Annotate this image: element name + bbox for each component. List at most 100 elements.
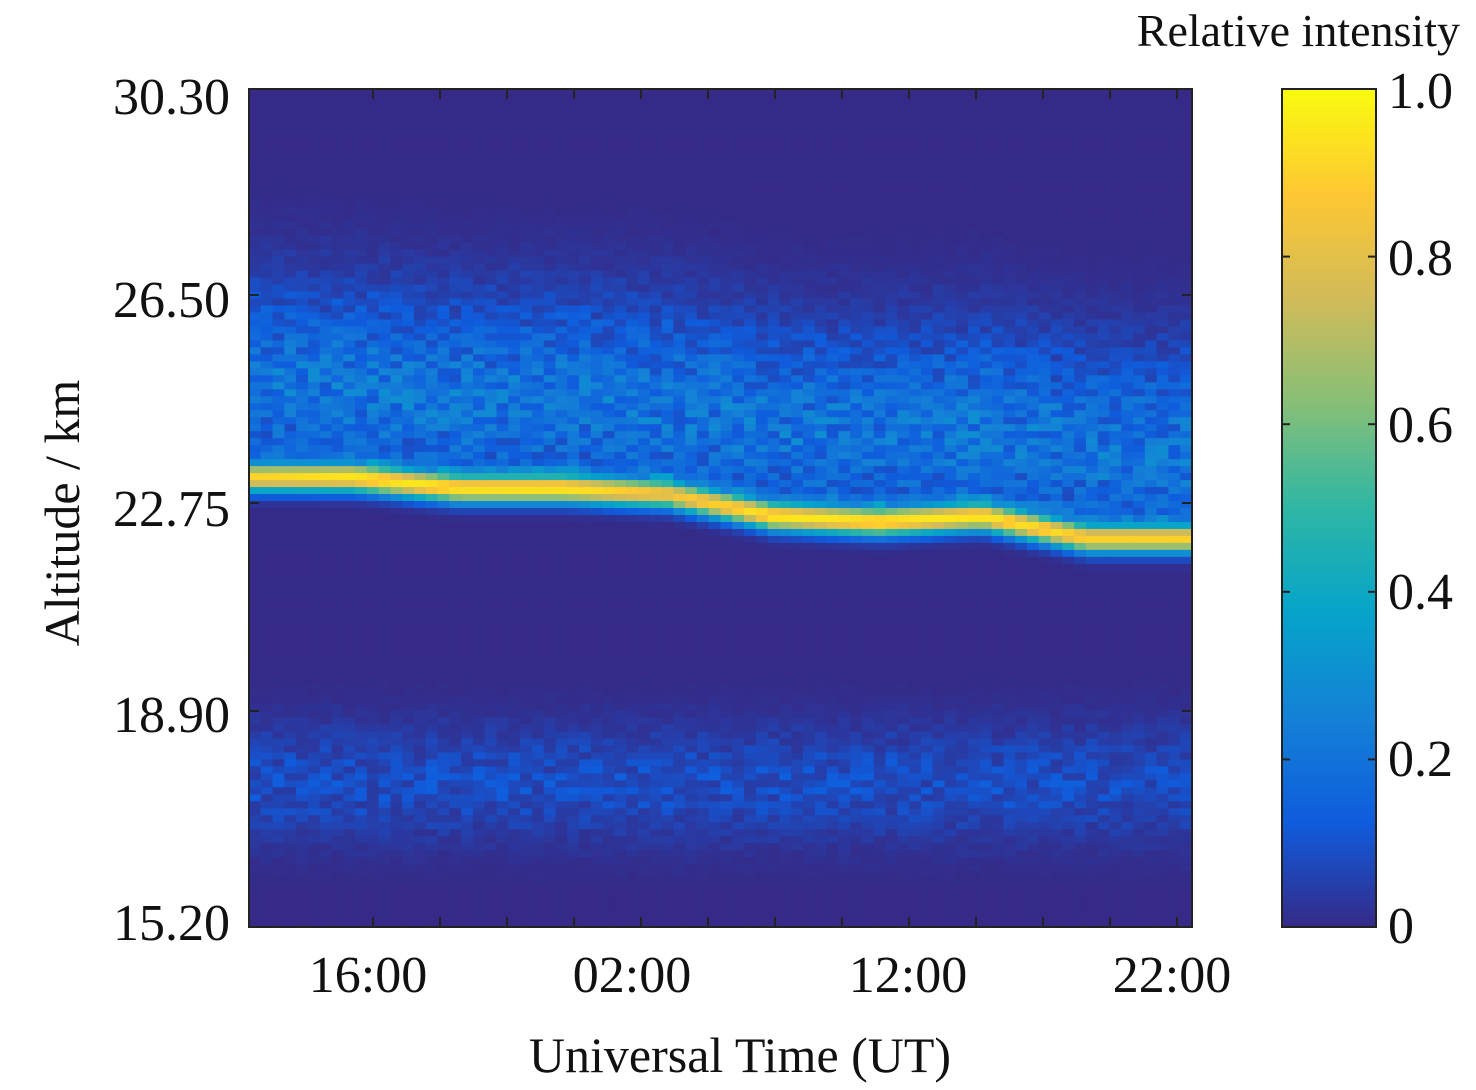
heatmap-cell [673, 675, 686, 684]
heatmap-cell [567, 815, 580, 823]
heatmap-cell [579, 570, 592, 579]
heatmap-cell [708, 535, 722, 544]
heatmap-cell [661, 710, 674, 719]
heatmap-cell [614, 822, 627, 830]
heatmap-cell [272, 773, 285, 781]
heatmap-cell [355, 773, 368, 781]
heatmap-cell [307, 487, 321, 495]
heatmap-cell [272, 452, 285, 460]
heatmap-cell [579, 682, 592, 691]
heatmap-cell [484, 710, 498, 719]
heatmap-cell [720, 703, 733, 712]
heatmap-cell [402, 626, 415, 635]
heatmap-cell [496, 661, 509, 670]
heatmap-cell [402, 843, 415, 851]
heatmap-cell [590, 228, 604, 237]
heatmap-cell [732, 508, 745, 516]
heatmap-cell [708, 95, 722, 104]
heatmap-cell [543, 172, 557, 181]
heatmap-cell [484, 906, 498, 914]
heatmap-cell [590, 221, 604, 230]
heatmap-cell [496, 864, 509, 872]
heatmap-cell [685, 361, 698, 369]
heatmap-cell [484, 340, 498, 348]
heatmap-cell [449, 312, 462, 321]
heatmap-cell [331, 563, 344, 572]
heatmap-cell [685, 151, 698, 160]
heatmap-cell [614, 913, 627, 921]
heatmap-cell [496, 738, 509, 747]
heatmap-cell [461, 598, 474, 607]
heatmap-cell [508, 123, 521, 132]
heatmap-cell [331, 221, 344, 230]
heatmap-cell [543, 494, 557, 502]
heatmap-cell [708, 780, 722, 788]
heatmap-cell [319, 885, 333, 893]
heatmap-cell [708, 549, 722, 558]
heatmap-cell [425, 340, 439, 348]
heatmap-cell [272, 319, 285, 328]
heatmap-cell [425, 137, 439, 146]
heatmap-cell [402, 200, 415, 209]
heatmap-cell [343, 109, 356, 118]
heatmap-cell [543, 333, 557, 341]
heatmap-cell [343, 633, 356, 642]
heatmap-cell [720, 396, 733, 404]
heatmap-cell [249, 605, 262, 614]
heatmap-cell [696, 305, 710, 314]
heatmap-cell [355, 920, 368, 928]
heatmap-cell [673, 752, 686, 760]
heatmap-cell [425, 501, 439, 509]
heatmap-cell [555, 102, 568, 111]
heatmap-cell [496, 347, 509, 355]
heatmap-cell [355, 899, 368, 907]
heatmap-cell [437, 340, 450, 348]
heatmap-cell [614, 514, 627, 523]
heatmap-cell [555, 256, 568, 265]
heatmap-cell [579, 640, 592, 649]
heatmap-cell [520, 584, 533, 593]
heatmap-cell [590, 354, 604, 362]
heatmap-cell [307, 717, 321, 726]
heatmap-cell [343, 501, 356, 509]
heatmap-cell [602, 759, 616, 767]
heatmap-cell [272, 717, 285, 726]
heatmap-cell [590, 640, 604, 649]
heatmap-cell [319, 766, 333, 774]
heatmap-cell [307, 109, 321, 118]
heatmap-cell [319, 375, 333, 383]
heatmap-cell [249, 417, 262, 425]
heatmap-cell [720, 249, 733, 258]
heatmap-cell [520, 284, 533, 293]
heatmap-cell [461, 584, 474, 593]
heatmap-cell [649, 158, 663, 167]
heatmap-cell [590, 920, 604, 928]
heatmap-cell [508, 165, 521, 174]
heatmap-cell [307, 892, 321, 900]
heatmap-cell [437, 780, 450, 788]
heatmap-cell [319, 808, 333, 816]
heatmap-cell [673, 535, 686, 544]
heatmap-cell [249, 829, 262, 837]
heatmap-cell [696, 333, 710, 341]
heatmap-cell [602, 808, 616, 816]
heatmap-cell [402, 577, 415, 586]
heatmap-cell [496, 389, 509, 397]
heatmap-cell [590, 193, 604, 202]
heatmap-cell [472, 298, 486, 307]
heatmap-cell [696, 130, 710, 139]
heatmap-cell [260, 305, 274, 314]
heatmap-cell [355, 473, 368, 481]
heatmap-cell [402, 368, 415, 376]
heatmap-cell [579, 242, 592, 251]
heatmap-cell [366, 864, 380, 872]
heatmap-cell [390, 598, 403, 607]
heatmap-cell [555, 89, 568, 97]
heatmap-cell [484, 885, 498, 893]
heatmap-cell [649, 382, 663, 390]
heatmap-cell [449, 326, 462, 335]
heatmap-cell [496, 808, 509, 816]
heatmap-cell [472, 885, 486, 893]
heatmap-cell [355, 116, 368, 125]
heatmap-cell [390, 158, 403, 167]
